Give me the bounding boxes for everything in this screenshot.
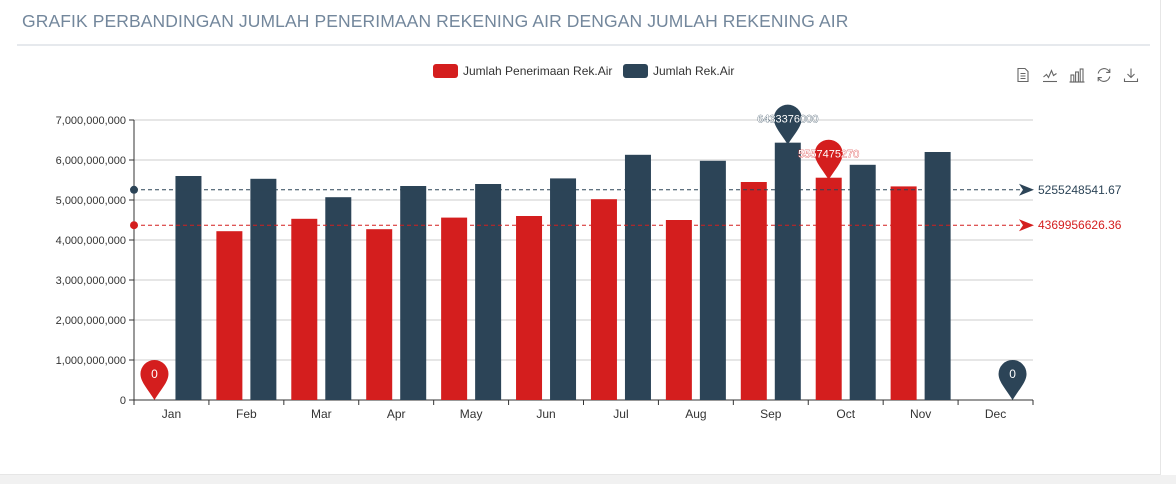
y-tick-label: 2,000,000,000 <box>56 315 126 327</box>
bar-rekening <box>250 178 277 400</box>
bar-penerimaan <box>890 186 917 400</box>
bar-penerimaan <box>815 177 842 400</box>
bar-rekening <box>550 178 577 400</box>
min-pin-rekening: 0 <box>998 359 1027 400</box>
bar-rekening <box>849 164 876 400</box>
x-tick-label: Apr <box>387 407 406 421</box>
max-pin-penerimaan-label: 5557475270 <box>798 149 859 161</box>
min-pin-penerimaan-label: 0 <box>151 367 158 381</box>
max-pin-rekening-label: 6433376000 <box>757 114 818 126</box>
max-pin-rekening-shape <box>773 104 802 145</box>
download-icon[interactable] <box>1122 66 1140 84</box>
max-pin-rekening: 6433376000 <box>757 104 819 145</box>
average-line-arrow-rekening <box>1019 183 1034 196</box>
x-tick-label: Dec <box>985 407 1006 421</box>
max-pin-penerimaan-shape <box>814 139 843 180</box>
y-tick-label: 3,000,000,000 <box>56 275 126 287</box>
min-pin-penerimaan-shape <box>140 360 169 400</box>
bar-penerimaan <box>590 199 617 400</box>
y-tick-label: 1,000,000,000 <box>56 355 126 367</box>
bar-penerimaan <box>366 229 393 400</box>
min-pin-penerimaan: 0 <box>140 360 169 400</box>
chart-legend: Jumlah Penerimaan Rek.Air Jumlah Rek.Air <box>0 64 1176 80</box>
y-tick-label: 7,000,000,000 <box>56 115 126 127</box>
y-tick-label: 5,000,000,000 <box>56 195 126 207</box>
bar-penerimaan <box>665 220 692 400</box>
x-tick-label: Aug <box>685 407 706 421</box>
average-line-arrow-penerimaan <box>1019 219 1034 232</box>
y-tick-label: 0 <box>120 395 126 407</box>
bar-penerimaan <box>441 217 468 400</box>
restore-icon[interactable] <box>1095 66 1113 84</box>
bar-rekening <box>175 176 202 400</box>
chart-toolbox <box>1014 66 1140 84</box>
line-chart-icon[interactable] <box>1041 66 1059 84</box>
bar-penerimaan <box>516 216 543 400</box>
bar-penerimaan <box>216 231 243 400</box>
x-tick-label: Jun <box>536 407 555 421</box>
bar-rekening <box>400 186 427 400</box>
legend-item-penerimaan[interactable]: Jumlah Penerimaan Rek.Air <box>433 64 612 78</box>
x-tick-label: Feb <box>236 407 257 421</box>
min-pin-rekening-shape <box>998 359 1027 400</box>
bar-rekening <box>624 154 651 400</box>
legend-swatch-penerimaan <box>433 64 458 78</box>
data-view-icon[interactable] <box>1014 66 1032 84</box>
bar-rekening <box>475 184 502 400</box>
x-tick-label: Mar <box>311 407 332 421</box>
title-divider <box>17 44 1150 46</box>
y-tick-label: 4,000,000,000 <box>56 235 126 247</box>
y-tick-label: 6,000,000,000 <box>56 155 126 167</box>
legend-label-penerimaan: Jumlah Penerimaan Rek.Air <box>463 64 613 78</box>
legend-label-rekening: Jumlah Rek.Air <box>653 64 735 78</box>
page-title: GRAFIK PERBANDINGAN JUMLAH PENERIMAAN RE… <box>22 11 849 31</box>
footer-strip <box>0 475 1176 484</box>
legend-swatch-rekening <box>623 64 648 78</box>
bar-penerimaan <box>291 218 318 400</box>
max-pin-penerimaan: 5557475270 <box>798 139 860 180</box>
legend-item-rekening[interactable]: Jumlah Rek.Air <box>623 64 734 78</box>
bar-chart-icon[interactable] <box>1068 66 1086 84</box>
average-line-label-rekening: 5255248541.67 <box>1038 183 1122 197</box>
x-tick-label: Jan <box>162 407 181 421</box>
bar-rekening <box>699 160 726 400</box>
average-line-label-penerimaan: 4369956626.36 <box>1038 218 1122 232</box>
x-tick-label: Nov <box>910 407 931 421</box>
bar-rekening <box>924 152 951 400</box>
bar-penerimaan <box>740 182 767 400</box>
x-tick-label: Oct <box>836 407 855 421</box>
bar-rekening <box>774 142 801 400</box>
bar-rekening <box>325 197 352 400</box>
min-pin-rekening-label: 0 <box>1009 367 1016 381</box>
x-tick-label: May <box>460 407 483 421</box>
x-tick-label: Jul <box>613 407 628 421</box>
x-tick-label: Sep <box>760 407 782 421</box>
